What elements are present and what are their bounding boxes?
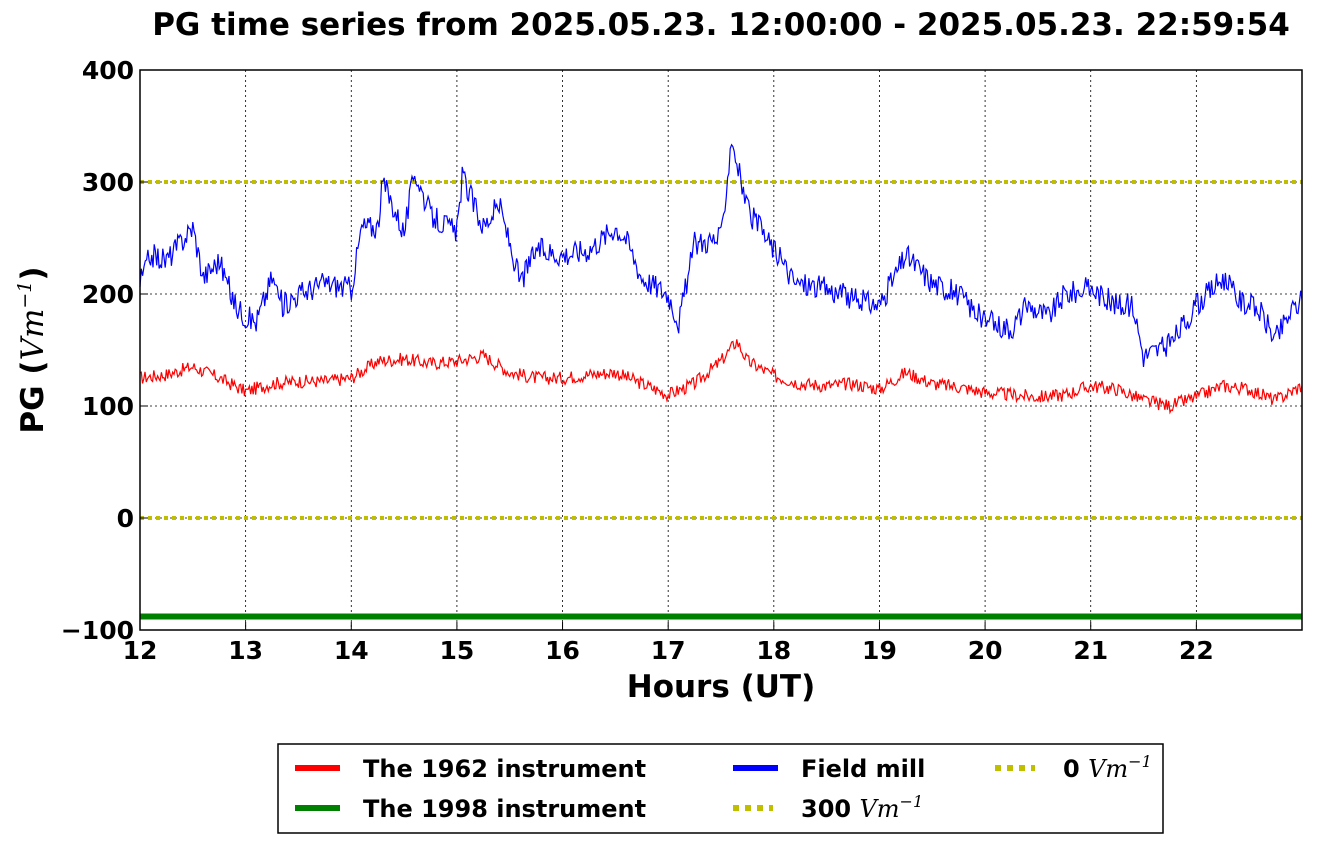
x-axis-label: Hours (UT) — [627, 669, 816, 705]
plot-frame — [139, 69, 1303, 631]
y-axis-label: PG (Vm−1) — [14, 266, 51, 433]
x-tick-label: 22 — [1179, 636, 1214, 665]
legend-label: The 1998 instrument — [363, 795, 646, 823]
legend-label: Field mill — [801, 755, 925, 783]
x-tick-label: 21 — [1073, 636, 1108, 665]
y-tick-label: 300 — [82, 168, 134, 197]
y-tick-label: 200 — [82, 280, 134, 309]
grid-lines — [140, 70, 1302, 630]
chart-title: PG time series from 2025.05.23. 12:00:00… — [152, 7, 1290, 43]
plot-area — [140, 70, 1302, 630]
x-axis-ticks: 12 13 14 15 16 17 18 19 20 21 22 — [123, 622, 1214, 665]
y-tick-label: −100 — [61, 616, 134, 645]
x-tick-label: 12 — [123, 636, 158, 665]
y-tick-label: 400 — [82, 56, 134, 85]
legend-label: The 1962 instrument — [363, 755, 646, 783]
x-tick-label: 13 — [228, 636, 263, 665]
legend-label: 0 Vm−1 — [1063, 752, 1152, 783]
x-tick-label: 19 — [862, 636, 897, 665]
x-tick-label: 18 — [756, 636, 791, 665]
x-tick-label: 16 — [545, 636, 580, 665]
series-layer — [139, 143, 1303, 620]
x-tick-label: 20 — [968, 636, 1003, 665]
x-tick-label: 15 — [440, 636, 475, 665]
legend-box — [277, 743, 1164, 834]
legend-label: 300 Vm−1 — [801, 792, 923, 823]
legend: The 1962 instrument The 1998 instrument Fi… — [277, 743, 1164, 834]
y-tick-label: 100 — [82, 392, 134, 421]
x-tick-label: 17 — [651, 636, 686, 665]
series-line-field-mill — [139, 143, 1303, 367]
series-line-the-1962-instrument — [139, 339, 1303, 415]
y-axis-ticks: −100 0 100 200 300 400 — [61, 56, 148, 645]
x-tick-label: 14 — [334, 636, 369, 665]
y-tick-label: 0 — [117, 504, 134, 533]
